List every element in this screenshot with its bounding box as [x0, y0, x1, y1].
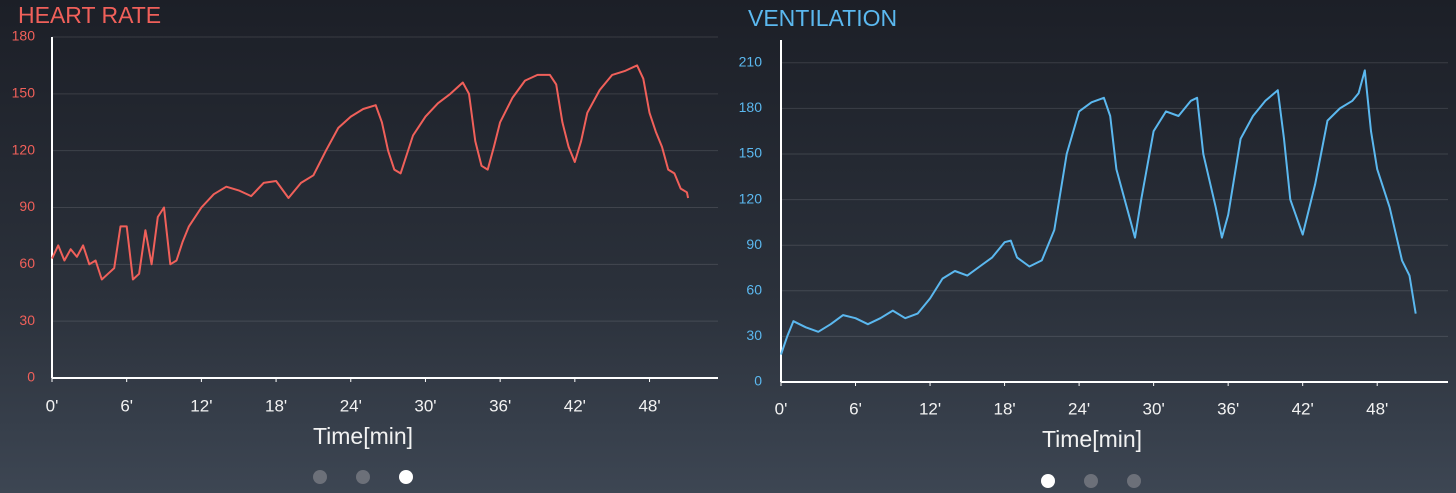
x-tick-label: 0' [775, 399, 788, 418]
y-tick-label: 150 [739, 145, 763, 161]
x-tick-label: 30' [1143, 399, 1165, 418]
x-tick-label: 48' [638, 396, 660, 415]
y-tick-label: 120 [739, 190, 763, 206]
chart: HEART RATE 0 30 60 90 120 150 180 0' 6' 12' 18' 24' 3… [12, 2, 718, 449]
x-tick-label: 18' [265, 396, 287, 415]
pager-left [313, 470, 413, 484]
x-tick-label: 42' [564, 396, 586, 415]
chart-title: VENTILATION [748, 5, 897, 31]
x-tick-label: 12' [919, 399, 941, 418]
x-tick-label: 42' [1292, 399, 1314, 418]
y-tick-label: 150 [12, 85, 36, 101]
page-dot[interactable] [356, 470, 370, 484]
x-tick-label: 6' [120, 396, 133, 415]
y-tick-label: 180 [739, 99, 763, 115]
page-dot[interactable] [1084, 474, 1098, 488]
y-tick-label: 30 [746, 327, 762, 343]
x-tick-label: 36' [1217, 399, 1239, 418]
y-tick-label: 180 [12, 28, 36, 44]
y-tick-label: 60 [746, 282, 762, 298]
x-tick-label: 6' [849, 399, 862, 418]
x-tick-label: 36' [489, 396, 511, 415]
page-dot[interactable] [399, 470, 413, 484]
y-tick-label: 0 [27, 369, 35, 385]
x-tick-label: 24' [340, 396, 362, 415]
y-tick-label: 60 [19, 255, 35, 271]
y-tick-label: 120 [12, 141, 36, 157]
pager-right [1041, 474, 1141, 488]
x-tick-label: 48' [1366, 399, 1388, 418]
chart-title: HEART RATE [18, 2, 161, 28]
data-line [780, 69, 1417, 355]
page-dot[interactable] [1127, 474, 1141, 488]
y-tick-label: 210 [739, 54, 763, 70]
x-axis-label: Time[min] [313, 423, 413, 449]
x-tick-label: 30' [414, 396, 436, 415]
x-tick-label: 12' [190, 396, 212, 415]
y-tick-label: 0 [754, 373, 762, 389]
page-dot[interactable] [1041, 474, 1055, 488]
page-dot[interactable] [313, 470, 327, 484]
x-tick-label: 18' [993, 399, 1015, 418]
x-axis-label: Time[min] [1042, 426, 1142, 452]
y-tick-label: 90 [19, 198, 35, 214]
data-line [51, 64, 690, 281]
x-tick-label: 0' [46, 396, 59, 415]
y-tick-label: 90 [746, 236, 762, 252]
y-tick-label: 30 [19, 312, 35, 328]
x-tick-label: 24' [1068, 399, 1090, 418]
chart: VENTILATION 0 30 60 90 120 150 180 210 0' 6' 12' 18'… [739, 5, 1448, 452]
